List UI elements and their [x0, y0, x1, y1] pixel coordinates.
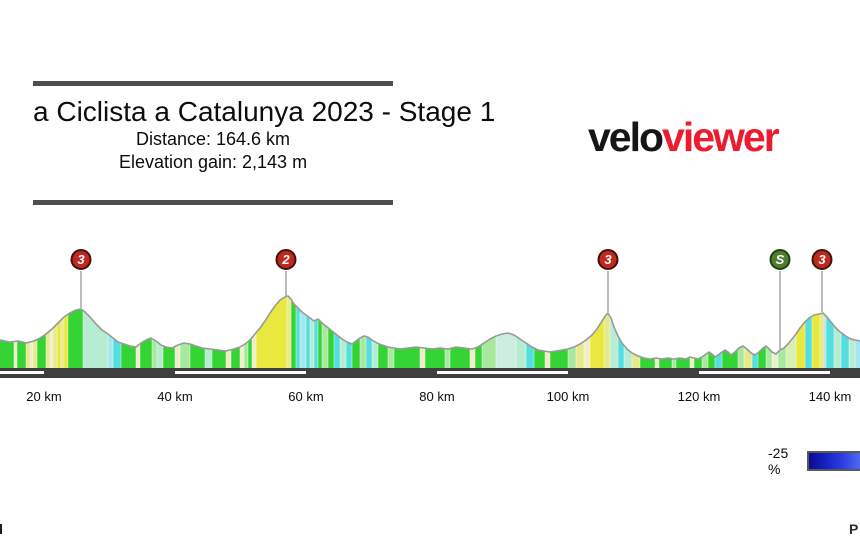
- axis-tick-label-40km: 40 km: [157, 389, 193, 404]
- gradient-bands: [0, 296, 860, 368]
- scale-bar-stripe: [699, 371, 830, 374]
- axis-tick-label-20km: 20 km: [26, 389, 62, 404]
- page-title: a Ciclista a Catalunya 2023 - Stage 1: [33, 96, 496, 127]
- distance-label: Distance: 164.6 km: [135, 129, 291, 149]
- axis-tick-label-80km: 80 km: [419, 389, 455, 404]
- title-block: a Ciclista a Catalunya 2023 - Stage 1 Di…: [33, 81, 496, 205]
- profile-outline: [0, 295, 860, 360]
- gradient-legend-bar: [806, 451, 860, 471]
- axis-tick-label-100km: 100 km: [546, 389, 590, 404]
- logo-text-viewer: viewer: [662, 114, 780, 160]
- climb-category-marker: 3: [70, 249, 92, 270]
- distance-scale-bar: [0, 368, 860, 378]
- marker-stems: [80, 271, 823, 349]
- gradient-legend-min-label: -25 %: [768, 445, 789, 477]
- elevation-gain-label: Elevation gain: 2,143 m: [118, 152, 308, 172]
- axis-tick-label-120km: 120 km: [677, 389, 721, 404]
- sprint-marker: S: [769, 249, 791, 270]
- axis-tick-label-60km: 60 km: [288, 389, 324, 404]
- cropped-divider-fragment: [0, 524, 2, 534]
- scale-bar-stripe: [0, 371, 44, 374]
- footer-partial-text: P: [849, 521, 859, 537]
- climb-category-marker: 3: [597, 249, 619, 270]
- scale-bar-stripe: [175, 371, 306, 374]
- axis-tick-label-140km: 140 km: [808, 389, 852, 404]
- title-divider-top: [33, 81, 393, 86]
- title-divider-bottom: [33, 200, 393, 205]
- climb-category-marker: 3: [811, 249, 833, 270]
- logo-text-velo: velo: [588, 114, 664, 160]
- veloviewer-logo: veloviewer: [588, 114, 780, 160]
- scale-bar-stripe: [437, 371, 568, 374]
- gradient-legend: -25 %: [768, 445, 860, 477]
- climb-category-marker: 2: [275, 249, 297, 270]
